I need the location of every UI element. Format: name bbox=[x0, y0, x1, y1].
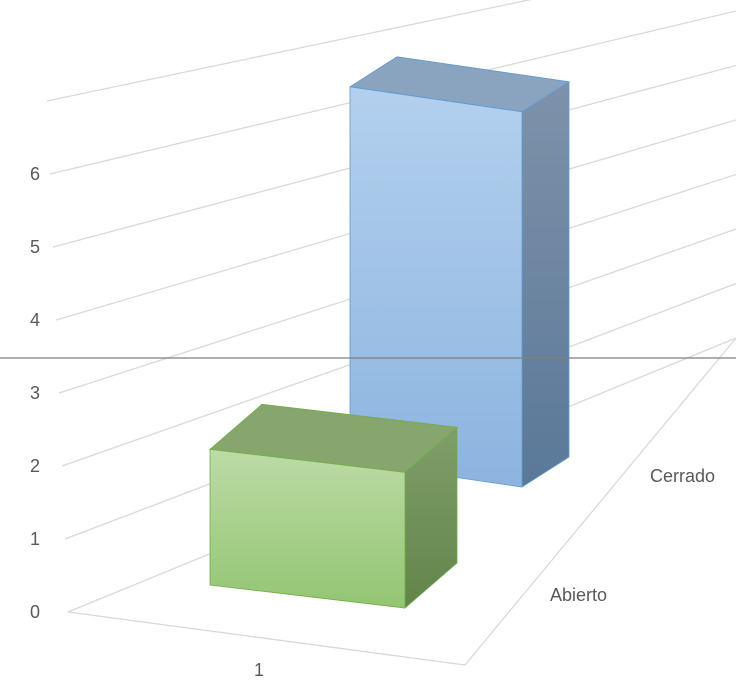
category-label: 1 bbox=[254, 660, 264, 680]
bar-abierto bbox=[209, 403, 458, 609]
bar-cerrado bbox=[348, 56, 571, 488]
y-tick-label: 2 bbox=[30, 456, 40, 476]
y-tick-label: 1 bbox=[30, 529, 40, 549]
bars bbox=[209, 56, 571, 609]
floor-depth-edge bbox=[464, 337, 736, 666]
series-label-abierto: Abierto bbox=[550, 585, 607, 605]
y-tick-label: 6 bbox=[30, 164, 40, 184]
floor-back-edge bbox=[67, 611, 466, 666]
y-tick-label: 3 bbox=[30, 383, 40, 403]
floor-edges bbox=[67, 337, 736, 666]
bar-front-face bbox=[209, 448, 406, 609]
bar-front-face bbox=[349, 86, 523, 488]
bar-side-face bbox=[521, 81, 570, 488]
y-tick-label: 5 bbox=[30, 237, 40, 257]
y-tick-label: 4 bbox=[30, 310, 40, 330]
gridline-7 bbox=[46, 0, 532, 102]
y-axis-tick-labels: 0 1 2 3 4 5 6 bbox=[30, 164, 40, 622]
y-tick-label: 0 bbox=[30, 602, 40, 622]
series-label-cerrado: Cerrado bbox=[650, 466, 715, 486]
